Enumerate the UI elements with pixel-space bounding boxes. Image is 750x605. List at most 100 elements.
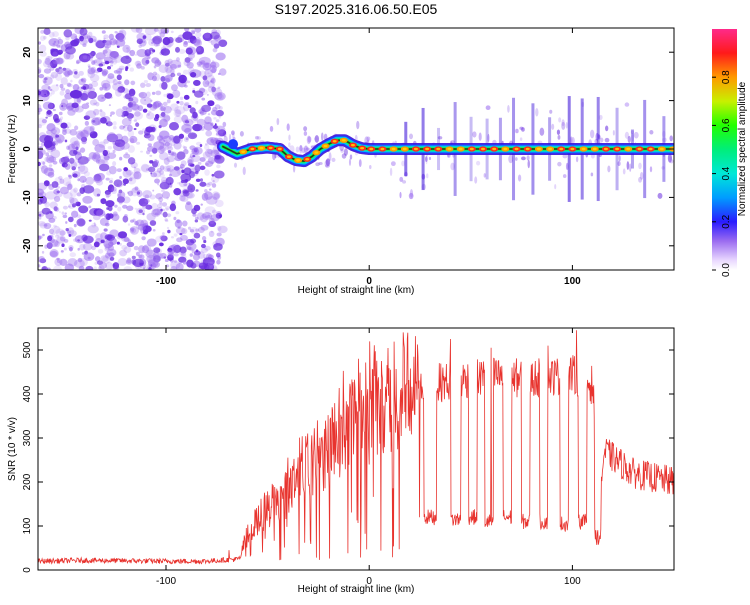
halo-speckle (575, 156, 579, 163)
noise-speckle (68, 233, 72, 237)
noise-speckle (73, 149, 78, 155)
noise-speckle (155, 113, 160, 120)
noise-speckle (87, 35, 91, 40)
snr-axes: -100 0 100 0 100 200 300 400 500 (22, 328, 674, 587)
noise-speckle (183, 167, 192, 175)
halo-speckle (557, 161, 562, 167)
noise-speckle (38, 148, 46, 156)
noise-speckle (167, 247, 173, 253)
noise-speckle (38, 41, 42, 45)
signal-peak-core (648, 147, 653, 151)
noise-speckle (38, 161, 41, 167)
noise-speckle (212, 125, 218, 129)
noise-speckle (143, 33, 152, 41)
noise-speckle (153, 73, 161, 82)
signal-peak-core (391, 147, 396, 151)
noise-speckle (93, 102, 96, 105)
noise-speckle (117, 198, 123, 203)
noise-speckle (40, 35, 46, 41)
halo-speckle (303, 126, 308, 132)
noise-speckle (67, 183, 73, 191)
noise-speckle (77, 160, 81, 164)
noise-speckle (169, 68, 176, 75)
noise-speckle (158, 242, 164, 247)
noise-speckle (152, 208, 162, 216)
noise-speckle (159, 106, 164, 111)
noise-speckle (148, 110, 152, 113)
noise-speckle (109, 52, 119, 60)
halo-speckle (472, 131, 477, 138)
noise-speckle (44, 77, 48, 81)
halo-speckle (521, 127, 525, 132)
noise-speckle (126, 107, 133, 113)
noise-speckle (38, 220, 46, 227)
signal-peak-core (548, 147, 553, 151)
noise-speckle (44, 201, 50, 208)
noise-speckle (161, 232, 165, 236)
noise-speckle (153, 141, 165, 150)
noise-speckle (186, 246, 192, 251)
noise-speckle (201, 236, 207, 241)
noise-speckle (56, 139, 63, 145)
noise-speckle (160, 212, 164, 216)
noise-speckle (38, 199, 43, 205)
halo-speckle (390, 161, 396, 167)
noise-speckle (136, 38, 143, 45)
noise-speckle (105, 252, 111, 259)
noise-speckle (135, 219, 145, 227)
noise-speckle (129, 67, 135, 72)
noise-speckle (71, 210, 79, 218)
colorbar-tick-label: 0.4 (721, 166, 732, 180)
noise-speckle (203, 253, 209, 259)
noise-speckle (82, 55, 88, 60)
noise-speckle (160, 111, 166, 117)
noise-speckle (204, 144, 210, 151)
noise-speckle (151, 209, 161, 218)
noise-speckle (60, 77, 68, 85)
noise-speckle (126, 49, 132, 54)
snr-frame (38, 328, 674, 570)
noise-speckle (184, 127, 192, 134)
halo-speckle (222, 121, 227, 128)
signal-peak-core (277, 147, 282, 151)
noise-speckle (101, 96, 104, 99)
noise-speckle (187, 156, 194, 166)
noise-speckle (47, 167, 53, 172)
noise-speckle (43, 80, 47, 84)
noise-speckle (159, 173, 165, 178)
noise-speckle (163, 157, 170, 165)
noise-speckle (51, 183, 57, 189)
halo-speckle (239, 131, 244, 137)
noise-speckle (56, 257, 60, 261)
halo-speckle (474, 176, 478, 184)
noise-region (38, 28, 228, 270)
spectrogram-ytick-label: 20 (22, 46, 33, 58)
noise-speckle (205, 183, 211, 188)
noise-speckle (152, 261, 160, 268)
noise-speckle (64, 163, 71, 170)
noise-speckle (135, 28, 143, 34)
noise-speckle (214, 155, 221, 160)
noise-speckle (76, 97, 81, 103)
noise-speckle (120, 67, 124, 71)
noise-speckle (192, 123, 203, 132)
noise-speckle (104, 60, 110, 65)
noise-speckle (87, 83, 93, 90)
noise-speckle (63, 247, 67, 251)
noise-speckle (119, 125, 125, 130)
noise-speckle (196, 47, 202, 52)
noise-speckle (192, 87, 196, 91)
noise-speckle (113, 179, 123, 187)
noise-speckle (61, 243, 65, 248)
noise-speckle (109, 256, 115, 261)
signal-track (216, 134, 674, 168)
halo-speckle (331, 157, 336, 163)
noise-speckle (160, 235, 168, 242)
noise-speckle (45, 55, 53, 62)
signal-peak-core (332, 140, 337, 143)
halo-speckle (558, 117, 562, 123)
noise-speckle (66, 82, 72, 87)
halo-speckle (557, 135, 561, 140)
noise-speckle (157, 183, 160, 186)
